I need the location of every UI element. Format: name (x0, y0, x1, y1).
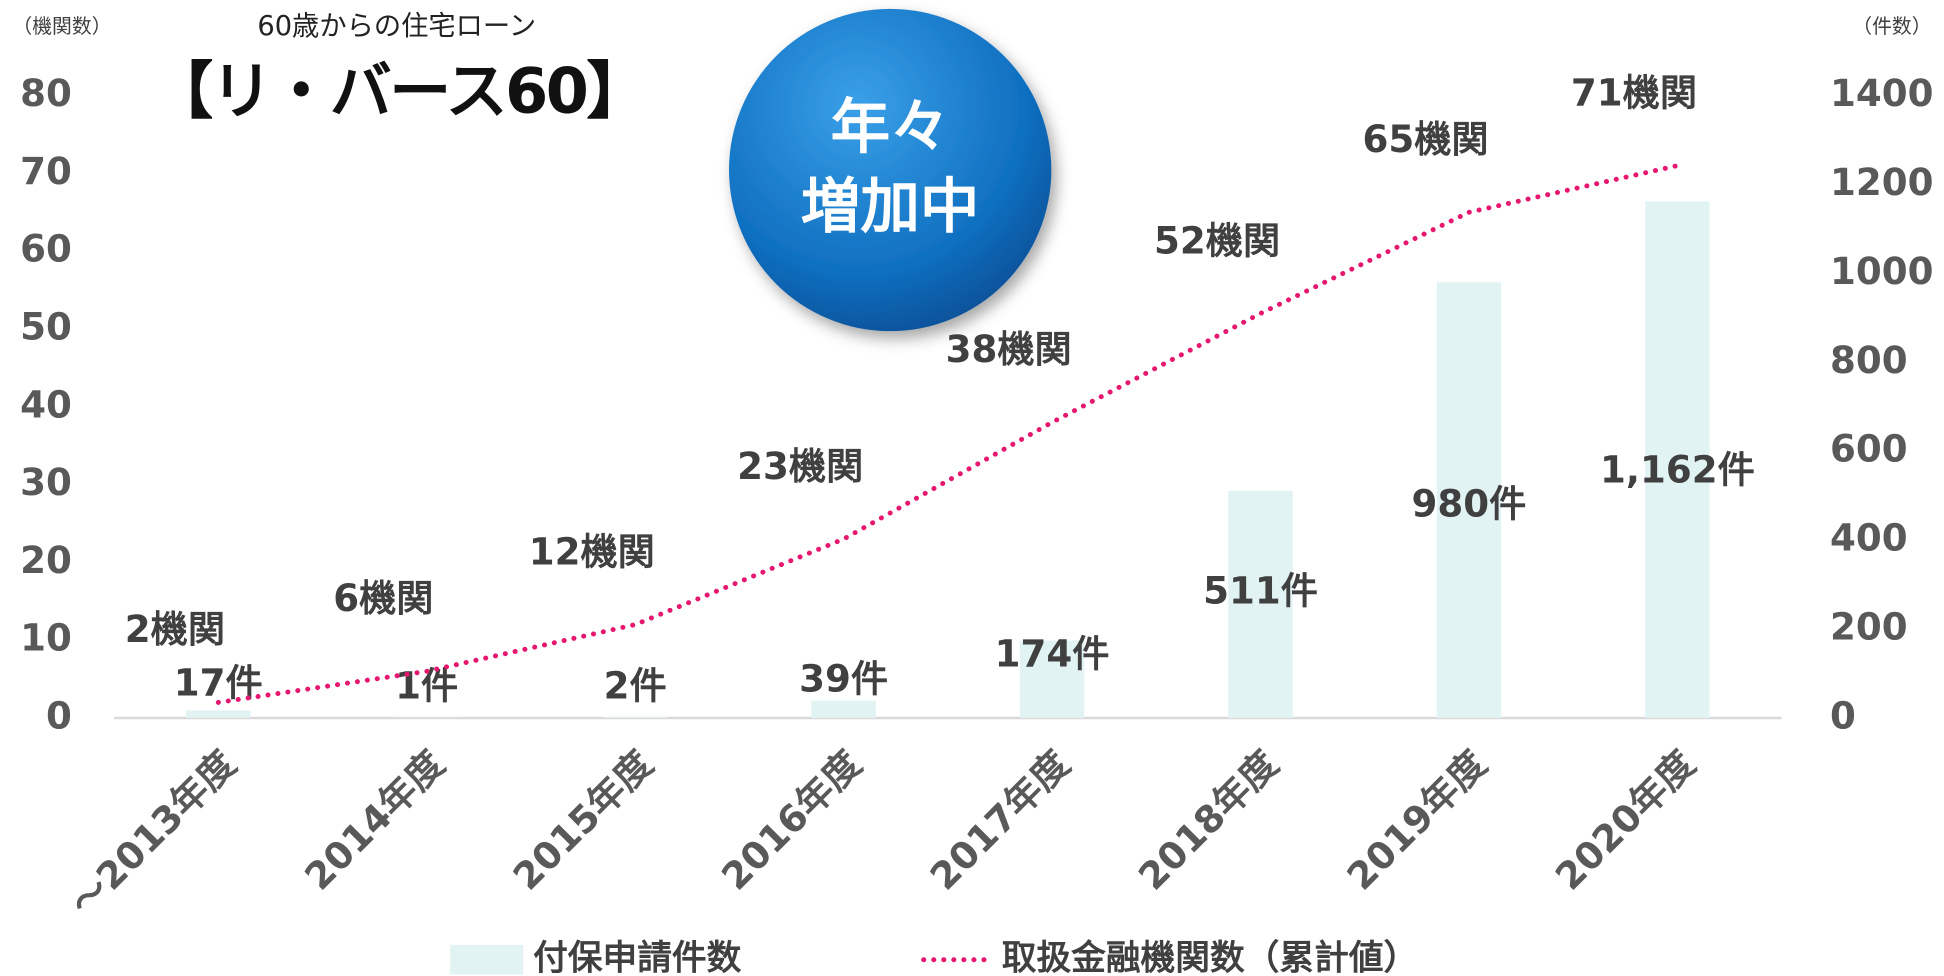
badge (729, 8, 1052, 332)
logo: 【リ・バース60】 (151, 55, 646, 128)
x-tick-label: 2015年度 (504, 741, 661, 898)
bar (602, 717, 668, 718)
legend-label: 付保申請件数 (533, 938, 742, 976)
x-tick-label: 2020年度 (1547, 741, 1704, 898)
bar-value-label: 1,162件 (1600, 448, 1755, 492)
line-value-label: 2機関 (125, 607, 225, 651)
y-tick-label: 20 (20, 538, 72, 582)
y-tick-label: 50 (20, 304, 72, 348)
legend-swatch (450, 944, 524, 975)
y2-tick-label: 200 (1830, 605, 1908, 649)
line-value-label: 6機関 (333, 576, 433, 620)
x-tick-label: 2018年度 (1130, 741, 1287, 898)
y2-tick-label: 1200 (1830, 160, 1934, 204)
y-tick-label: 60 (20, 227, 72, 271)
bar (1228, 490, 1293, 718)
y-tick-label: 10 (20, 616, 72, 660)
line-value-label: 23機関 (737, 444, 863, 488)
bar-value-label: 980件 (1412, 481, 1527, 525)
y-tick-label: 40 (20, 382, 72, 426)
x-tick-label: 2019年度 (1338, 741, 1495, 898)
bar (186, 710, 251, 718)
badge-text: 増加中 (801, 173, 980, 242)
bar-value-label: 39件 (799, 656, 888, 700)
y2-tick-label: 400 (1830, 516, 1908, 560)
bar (1019, 640, 1085, 718)
bar-value-label: 511件 (1203, 569, 1318, 613)
x-tick-label: ～2013年度 (61, 741, 245, 925)
line-value-label: 12機関 (529, 529, 655, 573)
line-value-label: 65機関 (1362, 117, 1488, 161)
y2-tick-label: 800 (1830, 338, 1908, 382)
bar-value-label: 174件 (995, 631, 1110, 675)
line-value-label: 38機関 (946, 327, 1072, 371)
y2-tick-label: 0 (1830, 693, 1856, 737)
badge-text: 年々 (831, 94, 950, 163)
y-tick-label: 80 (20, 71, 72, 115)
bar (1436, 282, 1502, 718)
y-axis-label: （機関数） (12, 15, 111, 38)
y2-tick-label: 1000 (1830, 249, 1934, 293)
line-value-label: 52機関 (1154, 218, 1280, 262)
y-tick-label: 70 (20, 149, 72, 193)
y-tick-label: 0 (46, 693, 72, 737)
bar (811, 700, 876, 718)
y2-tick-label: 600 (1830, 427, 1908, 471)
x-tick-label: 2014年度 (296, 741, 453, 898)
legend-label: 取扱金融機関数（累計値） (1002, 938, 1418, 976)
line (215, 163, 1680, 705)
x-tick-label: 2016年度 (713, 741, 870, 898)
bar-value-label: 2件 (604, 663, 667, 707)
bar (1645, 201, 1710, 718)
line-value-label: 71機関 (1571, 70, 1697, 114)
y2-tick-label: 1400 (1830, 71, 1934, 115)
y2-axis-label: （件数） (1852, 15, 1931, 38)
y-tick-label: 30 (20, 460, 72, 504)
x-tick-label: 2017年度 (921, 741, 1078, 898)
subtitle: 60歳からの住宅ローン (257, 11, 536, 42)
